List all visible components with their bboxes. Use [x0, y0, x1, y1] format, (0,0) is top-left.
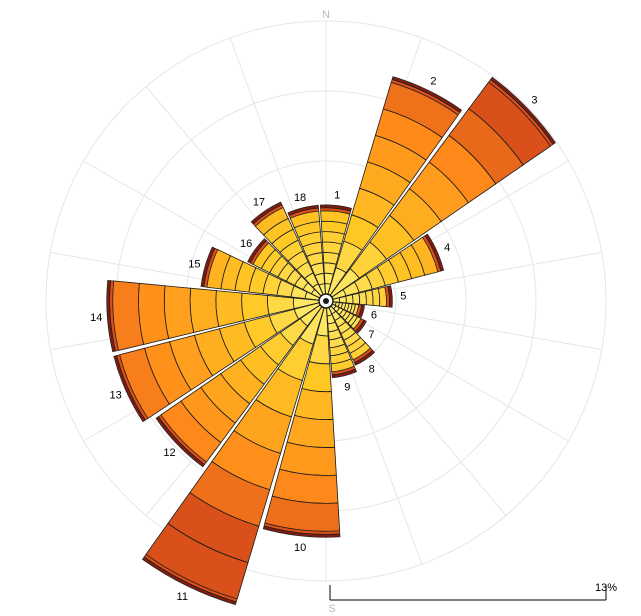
sector-rim-outer: [250, 201, 283, 225]
sector-band: [189, 287, 220, 333]
sector-label-6: 6: [371, 310, 377, 322]
sector-band: [345, 294, 354, 304]
sector-rim-outer: [391, 76, 463, 113]
sector-7: [330, 303, 367, 334]
sector-band: [338, 295, 347, 304]
sector-band: [112, 280, 145, 351]
sector-band: [138, 282, 170, 345]
sector-9: [326, 306, 357, 379]
sector-17: [250, 201, 324, 297]
sector-band: [163, 285, 195, 339]
grid-spoke: [325, 300, 602, 351]
sector-label-9: 9: [344, 381, 350, 393]
sector-label-15: 15: [188, 258, 200, 270]
sector-label-1: 1: [334, 189, 340, 201]
sector-label-11: 11: [177, 591, 188, 603]
scale-bar: [329, 585, 607, 601]
sector-rim-outer: [387, 285, 393, 308]
sector-16: [247, 238, 322, 299]
sector-band: [322, 241, 343, 255]
sector-label-16: 16: [240, 238, 252, 250]
sector-label-3: 3: [531, 95, 537, 107]
grid-spoke: [325, 300, 569, 442]
sector-band: [279, 441, 337, 476]
sector-rim-outer: [113, 355, 146, 423]
sector-label-7: 7: [368, 329, 374, 341]
sector-2: [327, 76, 463, 296]
sector-band: [294, 387, 334, 421]
sector-label-8: 8: [369, 364, 375, 376]
sector-15: [200, 246, 321, 301]
sector-5: [332, 285, 393, 308]
sector-3: [329, 76, 556, 298]
sector-label-4: 4: [444, 242, 450, 254]
scale-label: 13%: [595, 582, 617, 594]
sector-1: [319, 204, 352, 295]
sector-14: [106, 280, 320, 353]
sector-rim-outer: [319, 204, 352, 212]
sector-rim-outer: [247, 238, 267, 264]
center-dot: [323, 298, 329, 304]
sector-rim-outer: [355, 319, 367, 334]
sector-label-5: 5: [400, 291, 406, 303]
sector-label-18: 18: [294, 192, 306, 204]
north-label: N: [322, 9, 330, 21]
sector-rim-outer: [287, 204, 319, 216]
sector-label-14: 14: [90, 312, 102, 324]
south-label: S: [328, 603, 335, 615]
sector-label-12: 12: [163, 447, 175, 459]
sector-rim-outer: [489, 76, 556, 145]
sector-rim-outer: [357, 304, 365, 319]
sector-12: [155, 304, 323, 468]
sector-label-2: 2: [430, 76, 436, 88]
sector-band: [215, 290, 245, 328]
sector-band: [322, 252, 340, 265]
sector-18: [287, 204, 326, 296]
sector-rim-outer: [424, 233, 445, 272]
sector-rim-outer: [141, 556, 237, 606]
sector-rim-outer: [331, 368, 357, 379]
sector-10: [262, 307, 341, 538]
sector-13: [113, 302, 321, 423]
sector-label-17: 17: [253, 197, 265, 209]
sector-rim-outer: [106, 280, 116, 353]
sector-bars: [106, 76, 556, 606]
sector-rim-outer: [155, 416, 206, 468]
sector-label-13: 13: [109, 390, 121, 402]
sector-rim-outer: [353, 349, 375, 366]
sector-4: [331, 233, 445, 300]
sector-band: [358, 291, 367, 306]
sector-rim-outer: [200, 246, 216, 288]
sector-band: [286, 414, 336, 448]
sector-band: [241, 292, 270, 322]
sector-band: [351, 292, 361, 305]
sector-11: [141, 306, 325, 606]
sector-rim-outer: [262, 525, 341, 538]
sector-label-10: 10: [294, 542, 306, 554]
